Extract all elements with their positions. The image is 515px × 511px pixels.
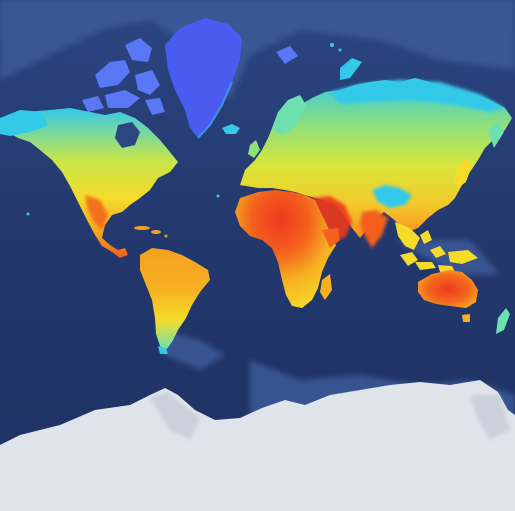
india: [360, 210, 388, 248]
indonesia: [400, 230, 478, 272]
tasmania: [462, 314, 470, 322]
greenland: [165, 18, 242, 138]
british-isles: [248, 140, 260, 158]
japan: [454, 158, 472, 188]
arctic-islands: [82, 38, 165, 115]
tibetan-plateau: [372, 185, 412, 208]
eurasia: [240, 78, 512, 238]
svalbard: [276, 46, 298, 64]
antarctica: [0, 380, 515, 511]
madagascar: [320, 274, 332, 300]
horn-of-africa: [322, 228, 340, 248]
greenland-edge: [197, 81, 233, 139]
iceland: [222, 124, 240, 134]
hudson-bay: [115, 122, 140, 148]
africa: [235, 190, 336, 308]
kamchatka: [488, 122, 504, 148]
antarctica-shading: [150, 392, 510, 440]
southeast-asia: [395, 222, 420, 250]
scandinavia: [272, 95, 306, 135]
novaya-zemlya: [340, 58, 362, 80]
scattered-islands: [26, 43, 342, 216]
mexico-hot: [85, 195, 108, 230]
new-zealand: [496, 308, 510, 334]
caribbean-islands: [134, 226, 168, 238]
north-america: [5, 108, 178, 258]
south-america: [140, 248, 210, 350]
alaska: [0, 110, 48, 136]
australia: [418, 270, 478, 308]
siberia-north: [330, 80, 505, 112]
tierra-del-fuego: [158, 346, 168, 354]
